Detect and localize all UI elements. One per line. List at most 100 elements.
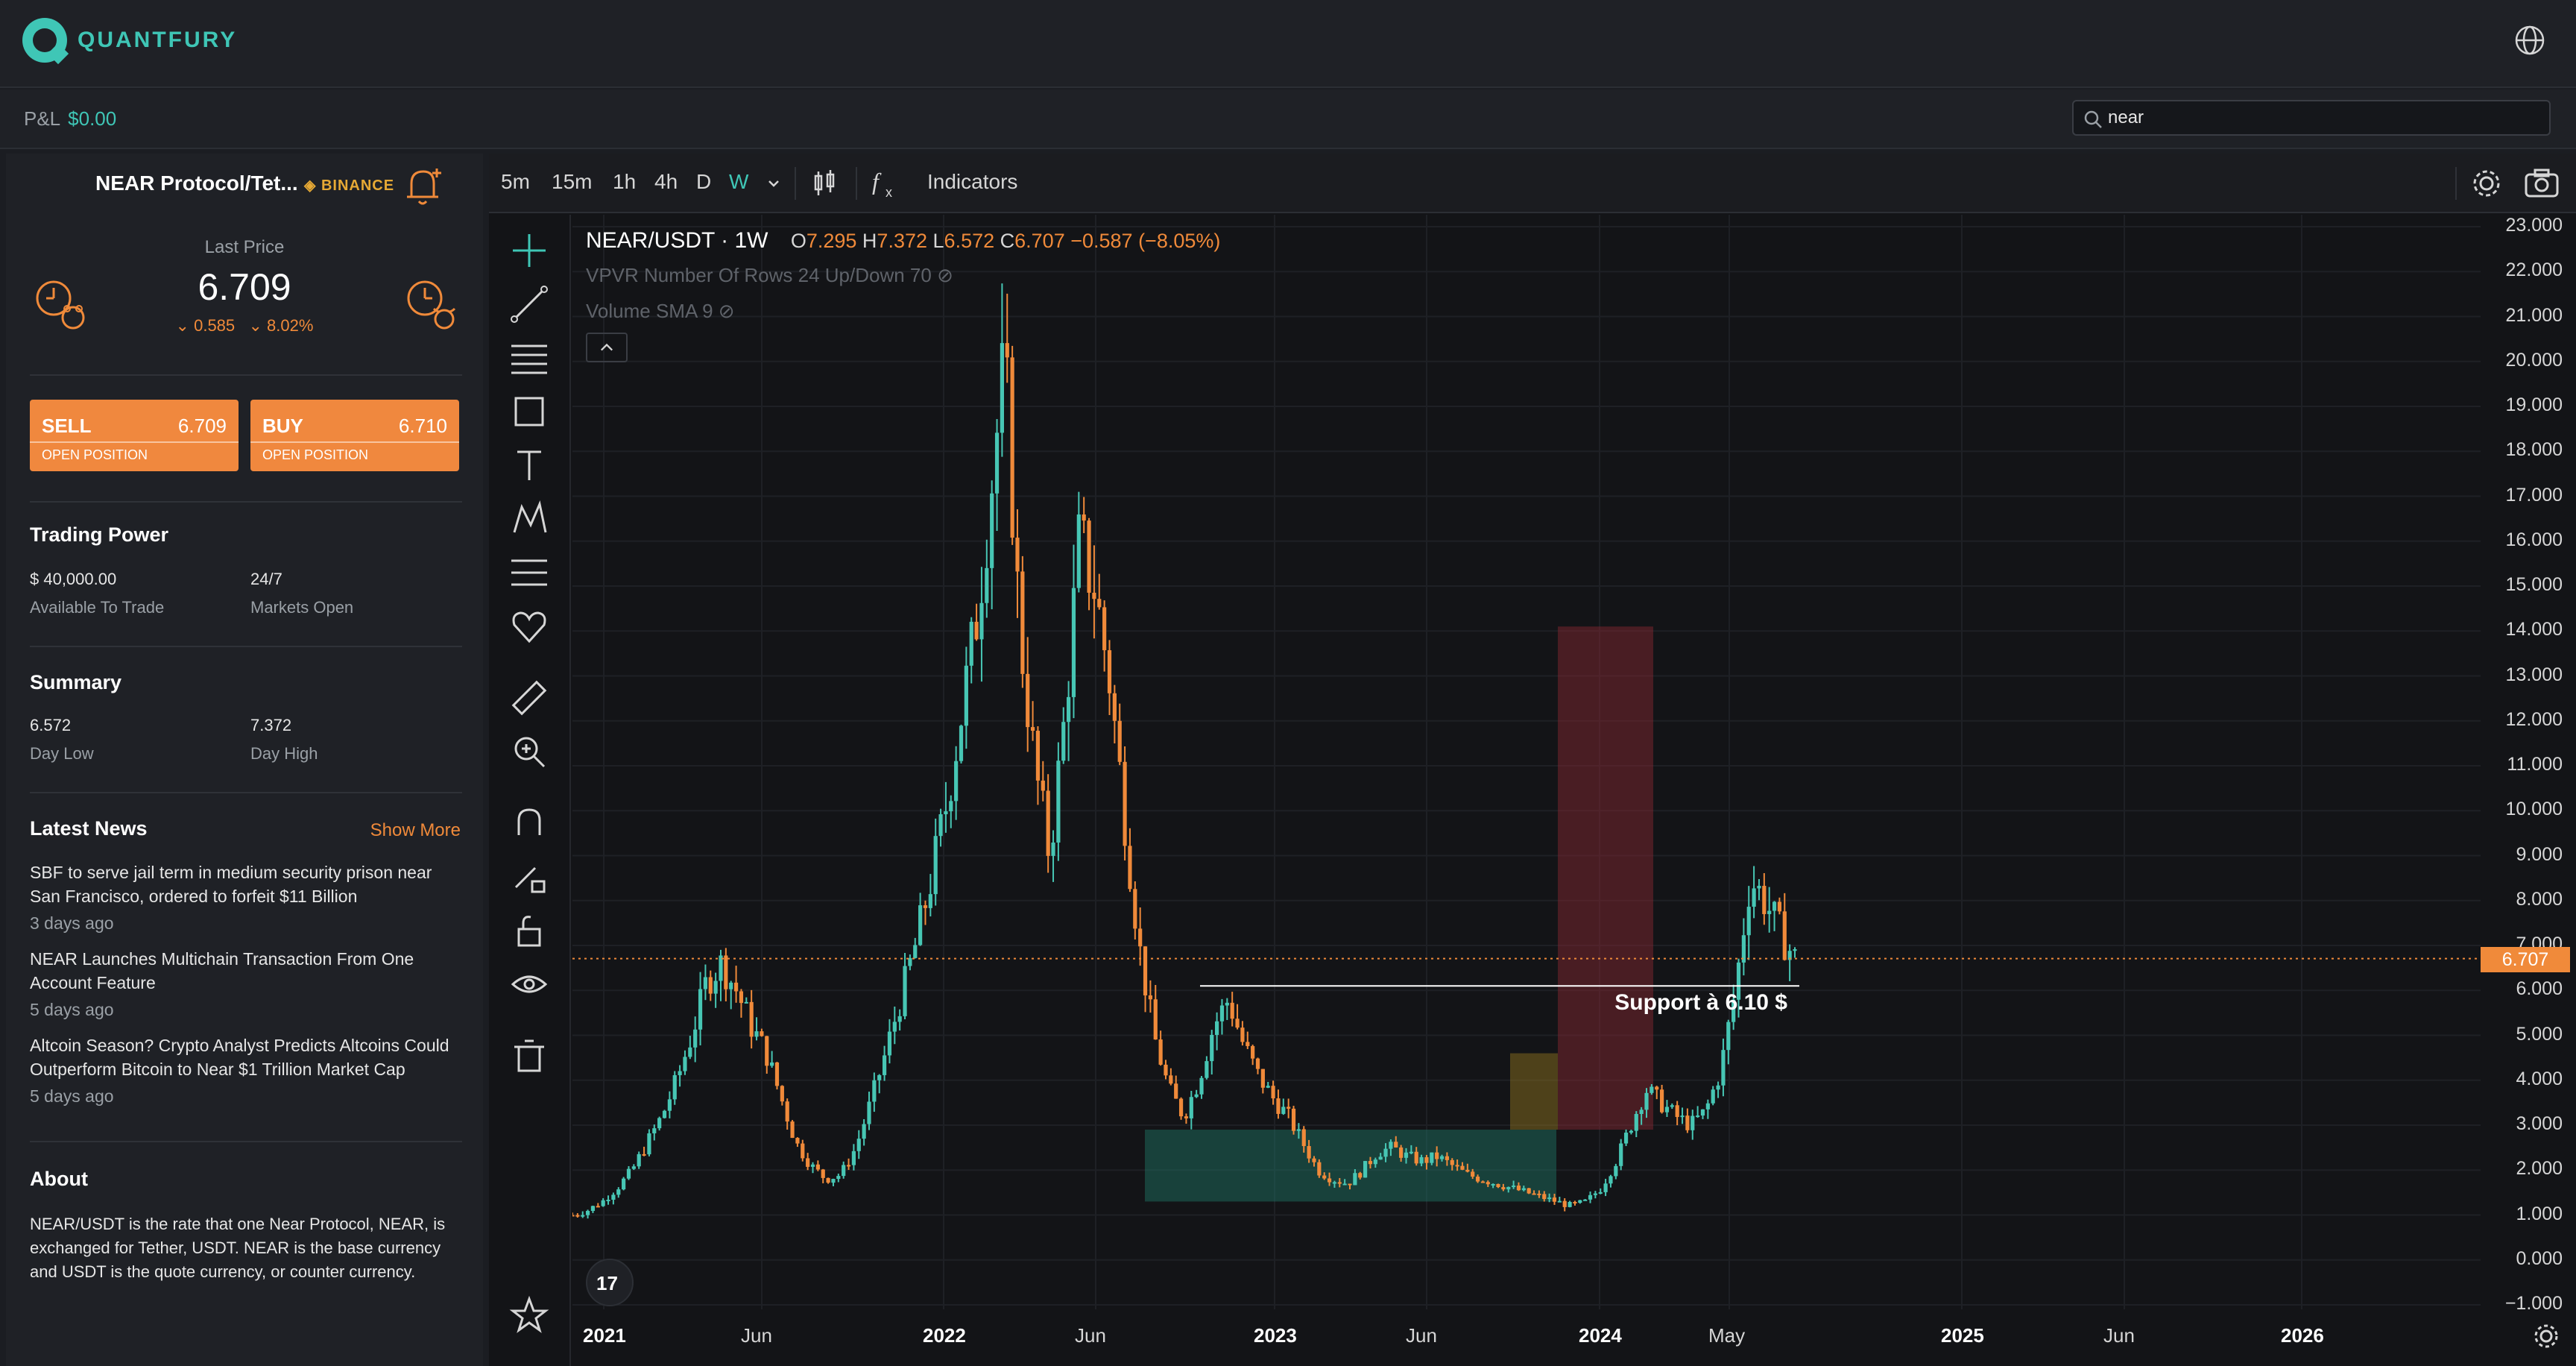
toolbar-separator	[2455, 167, 2457, 200]
price-chart[interactable]: Support à 6.10 $	[572, 215, 2481, 1309]
trend-line-icon[interactable]	[508, 283, 550, 325]
collapse-legend-icon[interactable]	[586, 333, 628, 362]
candle-body	[1680, 1115, 1685, 1118]
candles-icon[interactable]	[812, 170, 838, 197]
about-title: About	[30, 1168, 88, 1190]
crosshair-icon[interactable]	[508, 230, 550, 271]
candle-body	[1327, 1178, 1332, 1183]
candle-body	[1424, 1156, 1429, 1163]
settings-gear-icon[interactable]	[2470, 167, 2503, 200]
candle-body	[647, 1133, 651, 1155]
svg-text:x: x	[886, 185, 892, 200]
candle-body	[572, 1215, 575, 1217]
y-tick-label: 2.000	[2516, 1158, 2563, 1180]
vpvr-indicator[interactable]: VPVR Number Of Rows 24 Up/Down 70 ⊘	[586, 264, 953, 287]
y-tick-label: 18.000	[2505, 439, 2563, 461]
timeframe-5m[interactable]: 5m	[501, 170, 530, 193]
horizontal-lines-icon[interactable]	[508, 337, 550, 379]
candle-body	[1741, 935, 1746, 963]
unlock-icon[interactable]	[508, 910, 550, 951]
lock-drawing-icon[interactable]	[508, 856, 550, 898]
hidden-eye-icon[interactable]: ⊘	[937, 264, 953, 286]
zoom-in-icon[interactable]	[508, 731, 550, 772]
candle-body	[1071, 588, 1076, 697]
hidden-eye-icon[interactable]: ⊘	[718, 300, 735, 322]
chevron-down-icon[interactable]	[766, 176, 781, 191]
candle-body	[1404, 1152, 1409, 1158]
magnet-icon[interactable]	[508, 802, 550, 844]
search-input[interactable]	[2108, 106, 2540, 130]
day-low-value: 6.572	[30, 716, 72, 734]
star-icon[interactable]	[508, 1294, 550, 1336]
fib-retracement-icon[interactable]	[508, 552, 550, 594]
timeframe-w[interactable]: W	[729, 170, 749, 193]
rectangle-icon[interactable]	[508, 391, 550, 432]
candle-body	[1757, 886, 1761, 889]
candle-body	[667, 1099, 672, 1111]
brand-logo[interactable]: QUANTFURY	[22, 18, 237, 63]
bear-alert-icon[interactable]	[31, 276, 91, 336]
y-tick-label: 21.000	[2505, 304, 2563, 326]
time-axis[interactable]: 2021 Jun 2022 Jun 2023 Jun 2024 May 2025 Jun 2026	[572, 1309, 2481, 1366]
candle-body	[897, 1016, 902, 1022]
heart-icon[interactable]	[508, 605, 550, 647]
trash-icon[interactable]	[508, 1035, 550, 1077]
tradingview-logo[interactable]: 17	[586, 1259, 634, 1306]
candle-body	[985, 567, 989, 603]
change-pct: 8.02%	[267, 316, 314, 335]
text-icon[interactable]	[508, 444, 550, 486]
resistance-zone	[1558, 626, 1653, 1130]
volume-indicator[interactable]: Volume SMA 9 ⊘	[586, 300, 735, 323]
camera-icon[interactable]	[2524, 169, 2560, 198]
add-alert-bell-icon[interactable]	[404, 164, 446, 209]
candle-body	[765, 1036, 769, 1066]
timeframe-15m[interactable]: 15m	[552, 170, 593, 193]
y-tick-label: 8.000	[2516, 888, 2563, 910]
candle-body	[1475, 1177, 1480, 1182]
buy-button[interactable]: BUY 6.710 OPEN POSITION	[250, 400, 459, 471]
day-high-label: Day High	[250, 744, 318, 763]
last-price-tag: 6.707	[2481, 947, 2570, 972]
visibility-icon[interactable]	[508, 963, 550, 1005]
candle-body	[1035, 731, 1041, 781]
change-abs: 0.585	[194, 316, 236, 335]
ruler-icon[interactable]	[508, 677, 550, 719]
news-item[interactable]: NEAR Launches Multichain Transaction Fro…	[30, 947, 462, 1022]
svg-text:17: 17	[596, 1272, 618, 1294]
candle-body	[1332, 1182, 1337, 1184]
show-more-link[interactable]: Show More	[370, 820, 461, 840]
search-box[interactable]	[2072, 100, 2551, 136]
pnl-value: $0.00	[68, 107, 117, 130]
candle-body	[662, 1110, 667, 1118]
candle-body	[693, 1029, 698, 1048]
function-icon[interactable]: f x	[871, 167, 900, 200]
candle-body	[1644, 1092, 1649, 1110]
top-bar: QUANTFURY	[0, 0, 2576, 88]
candle-body	[770, 1062, 774, 1066]
candle-body	[733, 982, 739, 992]
sell-button[interactable]: SELL 6.709 OPEN POSITION	[30, 400, 239, 471]
candle-body	[1205, 1061, 1209, 1078]
candle-body	[601, 1200, 605, 1206]
y-tick-label: 15.000	[2505, 574, 2563, 595]
price-axis[interactable]: 23.000 22.000 21.000 20.000 19.000 18.000 17.0…	[2481, 215, 2576, 1314]
bull-alert-icon[interactable]	[402, 276, 462, 336]
news-item[interactable]: Altcoin Season? Crypto Analyst Predicts …	[30, 1033, 462, 1108]
candle-body	[1128, 846, 1132, 890]
news-item[interactable]: SBF to serve jail term in medium securit…	[30, 860, 462, 935]
candle-body	[683, 1057, 687, 1071]
axis-settings-gear-icon[interactable]	[2531, 1321, 2561, 1351]
candle-body	[1634, 1114, 1638, 1131]
timeframe-1h[interactable]: 1h	[613, 170, 637, 193]
candle-body	[1568, 1201, 1572, 1207]
button-divider	[30, 441, 239, 443]
timeframe-d[interactable]: D	[696, 170, 712, 193]
timeframe-4h[interactable]: 4h	[654, 170, 678, 193]
about-text: NEAR/USDT is the rate that one Near Prot…	[30, 1215, 446, 1281]
pattern-icon[interactable]	[508, 498, 550, 540]
candle-body	[1793, 949, 1797, 951]
indicators-button[interactable]: Indicators	[927, 170, 1018, 193]
day-low: 6.572 Day Low	[30, 716, 94, 764]
globe-icon[interactable]	[2513, 24, 2546, 57]
summary-title: Summary	[30, 671, 122, 693]
